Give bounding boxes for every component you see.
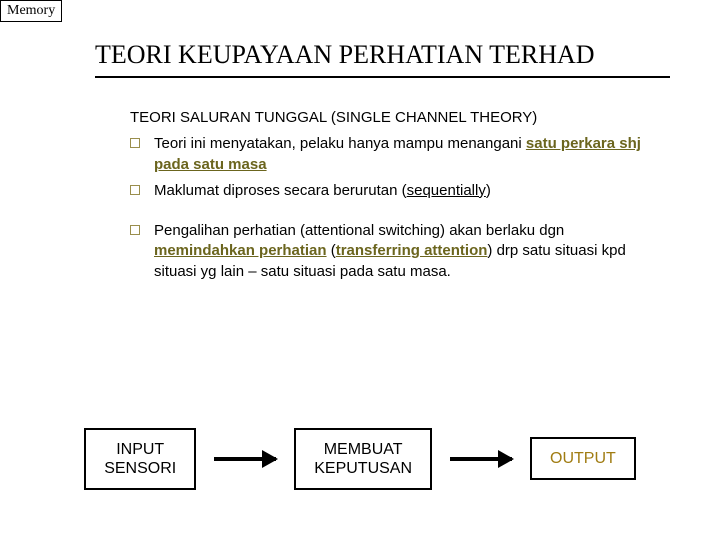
text: Teori ini menyatakan, pelaku hanya mampu… bbox=[154, 135, 526, 152]
text: ) bbox=[486, 182, 491, 199]
bullet-icon bbox=[130, 185, 140, 195]
text: Pengalihan perhatian (attentional switch… bbox=[154, 222, 564, 239]
page-title: TEORI KEUPAYAAN PERHATIAN TERHAD bbox=[0, 0, 720, 76]
bullet-3-text: Pengalihan perhatian (attentional switch… bbox=[154, 221, 660, 282]
flow-diagram: INPUT SENSORI MEMBUAT KEPUTUSAN OUTPUT bbox=[0, 428, 720, 490]
bullet-2: Maklumat diproses secara berurutan (sequ… bbox=[130, 181, 660, 201]
emphasis: sequentially bbox=[407, 182, 486, 199]
subtitle: TEORI SALURAN TUNGGAL (SINGLE CHANNEL TH… bbox=[130, 108, 660, 128]
flow-box-input: INPUT SENSORI bbox=[84, 428, 196, 490]
flow-label: INPUT bbox=[104, 440, 176, 459]
flow-label: KEPUTUSAN bbox=[314, 459, 412, 478]
corner-label: Memory bbox=[0, 0, 62, 22]
flow-label: SENSORI bbox=[104, 459, 176, 478]
text: Maklumat diproses secara berurutan ( bbox=[154, 182, 407, 199]
emphasis: transferring attention bbox=[336, 242, 488, 259]
emphasis: memindahkan perhatian bbox=[154, 242, 327, 259]
bullet-2-text: Maklumat diproses secara berurutan (sequ… bbox=[154, 181, 660, 201]
flow-label: MEMBUAT bbox=[314, 440, 412, 459]
bullet-3: Pengalihan perhatian (attentional switch… bbox=[130, 221, 660, 282]
bullet-1-text: Teori ini menyatakan, pelaku hanya mampu… bbox=[154, 134, 660, 175]
flow-label: OUTPUT bbox=[550, 449, 616, 468]
flow-box-decision: MEMBUAT KEPUTUSAN bbox=[294, 428, 432, 490]
content-area: TEORI SALURAN TUNGGAL (SINGLE CHANNEL TH… bbox=[0, 78, 720, 282]
arrow-icon bbox=[450, 457, 512, 461]
arrow-icon bbox=[214, 457, 276, 461]
text: ( bbox=[327, 242, 336, 259]
flow-box-output: OUTPUT bbox=[530, 437, 636, 480]
bullet-icon bbox=[130, 225, 140, 235]
bullet-icon bbox=[130, 138, 140, 148]
bullet-1: Teori ini menyatakan, pelaku hanya mampu… bbox=[130, 134, 660, 175]
